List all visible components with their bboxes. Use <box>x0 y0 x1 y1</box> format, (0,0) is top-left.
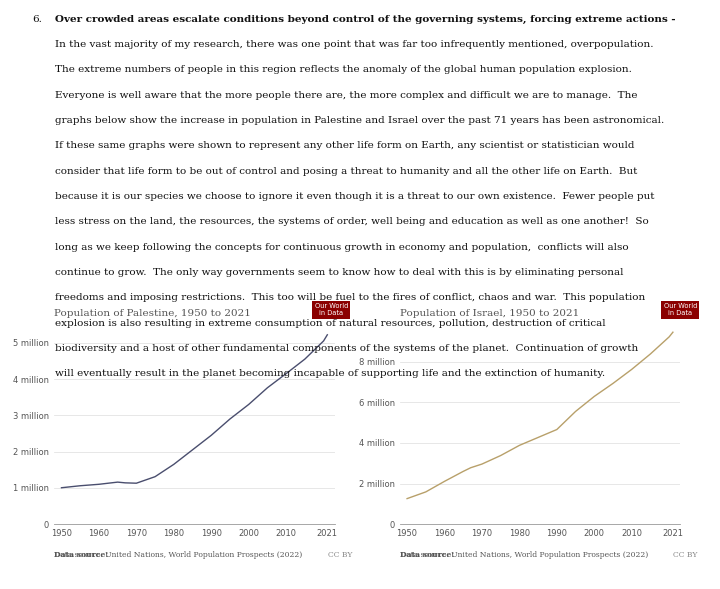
Text: Everyone is well aware that the more people there are, the more complex and diff: Everyone is well aware that the more peo… <box>55 91 638 100</box>
Text: Our World
in Data: Our World in Data <box>664 303 697 316</box>
Text: long as we keep following the concepts for continuous growth in economy and popu: long as we keep following the concepts f… <box>55 243 629 252</box>
Text: explosion is also resulting in extreme consumption of natural resources, polluti: explosion is also resulting in extreme c… <box>55 319 606 327</box>
Text: In the vast majority of my research, there was one point that was far too infreq: In the vast majority of my research, the… <box>55 40 654 49</box>
Text: If these same graphs were shown to represent any other life form on Earth, any s: If these same graphs were shown to repre… <box>55 141 635 150</box>
Text: Data source:: Data source: <box>400 551 456 559</box>
Text: graphs below show the increase in population in Palestine and Israel over the pa: graphs below show the increase in popula… <box>55 116 665 125</box>
Text: 6.: 6. <box>32 15 42 24</box>
Text: Over crowded areas escalate conditions beyond control of the governing systems, : Over crowded areas escalate conditions b… <box>55 15 676 24</box>
Text: biodiversity and a host of other fundamental components of the systems of the pl: biodiversity and a host of other fundame… <box>55 344 639 353</box>
Text: CC BY: CC BY <box>673 551 698 559</box>
Text: Data source:: Data source: <box>54 551 111 559</box>
Text: CC BY: CC BY <box>328 551 352 559</box>
Text: The extreme numbers of people in this region reflects the anomaly of the global : The extreme numbers of people in this re… <box>55 65 632 74</box>
Text: freedoms and imposing restrictions.  This too will be fuel to the fires of confl: freedoms and imposing restrictions. This… <box>55 293 646 302</box>
Text: will eventually result in the planet becoming incapable of supporting life and t: will eventually result in the planet bec… <box>55 369 606 378</box>
Text: less stress on the land, the resources, the systems of order, well being and edu: less stress on the land, the resources, … <box>55 217 649 226</box>
Text: consider that life form to be out of control and posing a threat to humanity and: consider that life form to be out of con… <box>55 167 638 176</box>
Text: Data source: United Nations, World Population Prospects (2022): Data source: United Nations, World Popul… <box>400 551 648 559</box>
Text: Population of Palestine, 1950 to 2021: Population of Palestine, 1950 to 2021 <box>54 309 251 318</box>
Text: Data source: United Nations, World Population Prospects (2022): Data source: United Nations, World Popul… <box>54 551 302 559</box>
Text: Our World
in Data: Our World in Data <box>315 303 348 316</box>
Text: because it is our species we choose to ignore it even though it is a threat to o: because it is our species we choose to i… <box>55 192 655 201</box>
Text: continue to grow.  The only way governments seem to know how to deal with this i: continue to grow. The only way governmen… <box>55 268 624 277</box>
Text: Population of Israel, 1950 to 2021: Population of Israel, 1950 to 2021 <box>400 309 579 318</box>
